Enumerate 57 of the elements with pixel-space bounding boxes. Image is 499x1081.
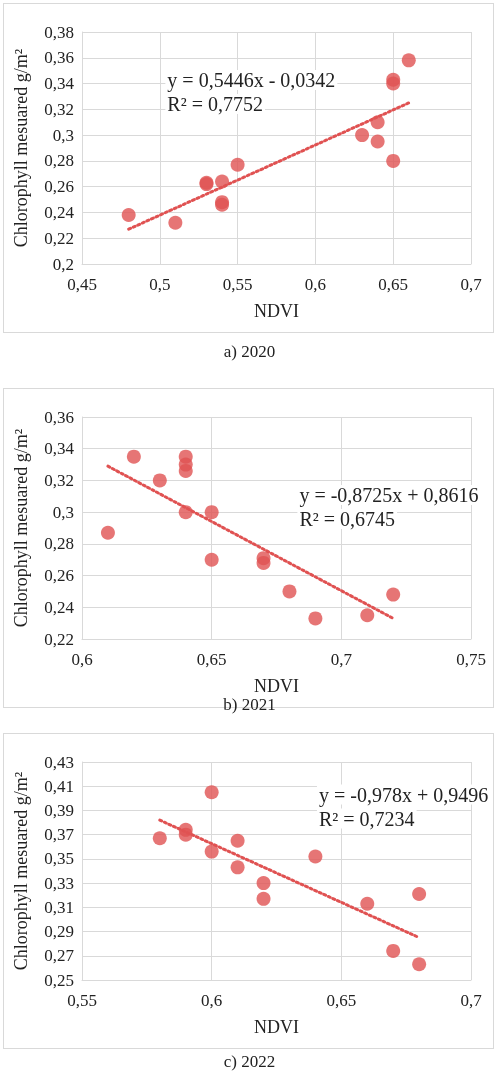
y-tick-label: 0,25 [44, 970, 74, 990]
y-tick-label: 0,41 [44, 776, 74, 796]
y-tick-label: 0,22 [44, 629, 74, 649]
x-tick-label: 0,7 [460, 991, 483, 1010]
x-tick-label: 0,6 [71, 650, 93, 669]
x-tick-label: 0,5 [149, 275, 171, 294]
text: b) 2021 [222, 695, 277, 715]
y-tick-label: 0,34 [44, 74, 75, 94]
x-tick-label: 0,75 [456, 650, 486, 669]
y-tick-label: 0,27 [44, 946, 75, 966]
y-tick-label: 0,31 [44, 897, 74, 917]
y-tick-label: 0,36 [44, 407, 74, 427]
x-tick-label: 0,65 [196, 650, 227, 669]
y-tick-label: 0,32 [44, 99, 74, 119]
y-tick-label: 0,24 [44, 597, 75, 617]
y-axis-title: Chlorophyll mesuared g/m² [11, 771, 31, 971]
x-tick-label: 0,65 [378, 275, 409, 294]
text: c) 2022 [222, 1052, 277, 1072]
y-tick-label: 0,22 [44, 228, 74, 248]
x-axis-title: NDVI [254, 676, 299, 696]
x-tick-label: 0,7 [460, 275, 483, 294]
text: a) 2020 [222, 342, 277, 362]
y-axis-title: Chlorophyll mesuared g/m² [11, 48, 31, 248]
annotation: y = -0,978x + 0,9496 [318, 783, 489, 807]
x-tick-label: 0,45 [67, 275, 97, 294]
annotation: y = -0,8725x + 0,8616 [299, 484, 479, 507]
annotation: R² = 0,6745 [299, 508, 396, 530]
annotation: y = 0,5446x - 0,0342 [167, 69, 336, 92]
y-tick-label: 0,26 [44, 566, 74, 586]
x-tick-label: 0,6 [201, 991, 223, 1010]
x-axis-title: NDVI [254, 1017, 299, 1037]
y-tick-label: 0,36 [44, 48, 74, 68]
y-tick-label: 0,38 [44, 22, 74, 42]
annotation: R² = 0,7752 [167, 93, 263, 115]
y-tick-label: 0,24 [44, 202, 75, 222]
x-tick-label: 0,6 [304, 275, 327, 294]
x-tick-label: 0,55 [67, 991, 97, 1010]
y-tick-label: 0,3 [52, 502, 74, 522]
y-tick-label: 0,43 [44, 752, 74, 772]
y-tick-label: 0,39 [44, 800, 74, 820]
y-tick-label: 0,2 [52, 254, 74, 274]
y-tick-label: 0,28 [44, 534, 74, 554]
y-tick-label: 0,35 [44, 849, 74, 869]
x-tick-label: 0,65 [326, 991, 357, 1010]
y-tick-label: 0,28 [44, 151, 74, 171]
y-tick-label: 0,3 [52, 125, 74, 145]
y-tick-label: 0,29 [44, 922, 74, 942]
x-tick-label: 0,7 [330, 650, 353, 669]
y-tick-label: 0,33 [44, 873, 74, 893]
y-tick-label: 0,37 [44, 825, 75, 845]
x-axis-title: NDVI [254, 301, 299, 321]
y-tick-label: 0,32 [44, 470, 74, 490]
y-tick-label: 0,34 [44, 439, 75, 459]
y-axis-title: Chlorophyll mesuared g/m² [11, 428, 31, 628]
x-tick-label: 0,55 [222, 275, 253, 294]
y-tick-label: 0,26 [44, 177, 74, 197]
annotation: R² = 0,7234 [318, 807, 415, 830]
